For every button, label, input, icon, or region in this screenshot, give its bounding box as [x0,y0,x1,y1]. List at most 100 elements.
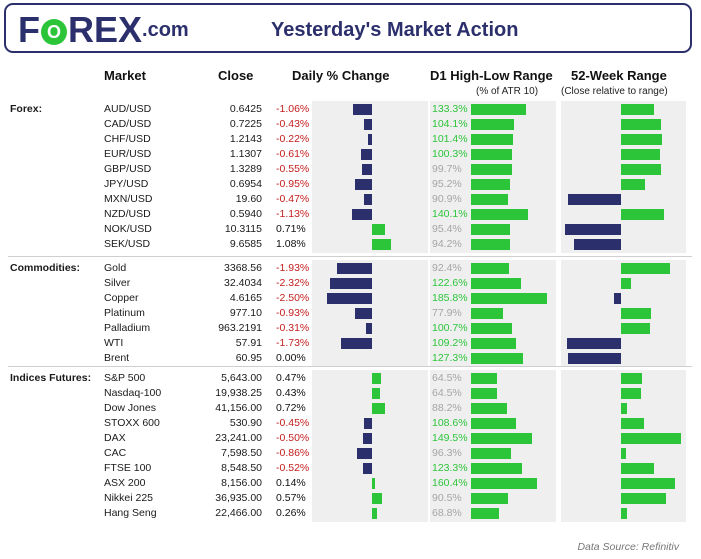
hl-bar [471,134,513,145]
close-value: 4.6165 [229,292,262,304]
wk52-bar [621,164,662,175]
change-label: 1.08% [276,238,306,250]
hl-label: 77.9% [432,307,462,319]
wk52-bar [568,353,621,364]
change-label: -2.32% [276,277,310,289]
change-label: -0.86% [276,447,310,459]
col-header-hl: D1 High-Low Range [430,68,553,83]
hl-label: 88.2% [432,402,462,414]
hl-bar [471,293,548,304]
wk52-bar [567,338,621,349]
market-name: STOXX 600 [104,417,160,429]
change-bar [362,164,372,175]
change-bar [372,388,380,399]
market-name: SEK/USD [104,238,151,250]
change-label: -0.95% [276,178,310,190]
close-value: 530.90 [229,417,262,429]
wk52-bar [621,209,665,220]
market-name: NOK/USD [104,223,152,235]
change-bar [363,418,372,429]
wk52-bar [621,134,662,145]
hl-bar [471,508,500,519]
close-value: 32.4034 [224,277,262,289]
close-value: 1.3289 [229,163,262,175]
market-name: GBP/USD [104,163,152,175]
close-value: 0.6954 [229,178,262,190]
market-name: CAD/USD [104,118,152,130]
hl-bar [471,463,522,474]
hl-label: 140.1% [432,208,468,220]
change-bar [340,338,372,349]
market-name: JPY/USD [104,178,149,190]
hl-label: 100.7% [432,322,468,334]
wk52-bar [621,149,660,160]
wk52-bar [621,508,627,519]
hl-label: 99.7% [432,163,462,175]
hl-bar [471,164,512,175]
change-label: -2.50% [276,292,310,304]
change-label: -1.93% [276,262,310,274]
col-header-change: Daily % Change [292,68,390,83]
change-label: -0.55% [276,163,310,175]
market-name: DAX [104,432,126,444]
section-divider [8,256,692,257]
change-bar [362,463,372,474]
hl-bar [471,418,516,429]
logo-text-f: F [18,9,40,50]
col-subheader-hl: (% of ATR 10) [476,86,539,97]
change-bar [356,448,372,459]
wk52-bar [621,179,645,190]
section-label: Indices Futures: [10,372,92,384]
wk52-bar [621,388,641,399]
hl-bar [471,239,510,250]
market-name: AUD/USD [104,103,152,115]
close-value: 36,935.00 [215,492,262,504]
wk52-bar [621,308,651,319]
change-bar [330,278,372,289]
close-value: 977.10 [229,307,262,319]
wk52-bar [621,493,666,504]
market-name: Nikkei 225 [104,492,154,504]
hl-bar [471,388,498,399]
hl-label: 127.3% [432,352,468,364]
change-label: 0.71% [276,223,306,235]
hl-bar [471,433,533,444]
hl-bar [471,209,529,220]
hl-bar [471,353,524,364]
hl-bar [471,263,509,274]
change-bar [363,194,372,205]
section-label: Forex: [10,103,43,115]
hl-bar [471,104,526,115]
hl-label: 149.5% [432,432,468,444]
wk52-bar [621,463,654,474]
change-bar [352,104,372,115]
hl-bar [471,338,516,349]
close-value: 0.6425 [229,103,262,115]
wk52-bar [621,119,661,130]
wk52-bar [565,224,621,235]
close-value: 41,156.00 [215,402,262,414]
market-name: Gold [104,262,127,274]
hl-bar [471,149,513,160]
hl-label: 133.3% [432,103,468,115]
close-value: 19,938.25 [215,387,262,399]
hl-label: 185.8% [432,292,468,304]
hl-label: 90.5% [432,492,462,504]
close-value: 8,548.50 [221,462,262,474]
page-title: Yesterday's Market Action [271,19,519,41]
change-bar [372,508,377,519]
change-bar [327,293,372,304]
change-panel [312,370,428,522]
change-label: -0.31% [276,322,310,334]
close-value: 22,466.00 [215,507,262,519]
hl-bar [471,179,510,190]
logo-text-rex: REX [68,9,143,50]
hl-label: 96.3% [432,447,462,459]
close-value: 963.2191 [218,322,262,334]
wk52-bar [621,373,642,384]
change-label: -1.73% [276,337,310,349]
market-name: Palladium [104,322,151,334]
change-label: 0.14% [276,477,306,489]
change-bar [366,323,372,334]
change-label: 0.26% [276,507,306,519]
